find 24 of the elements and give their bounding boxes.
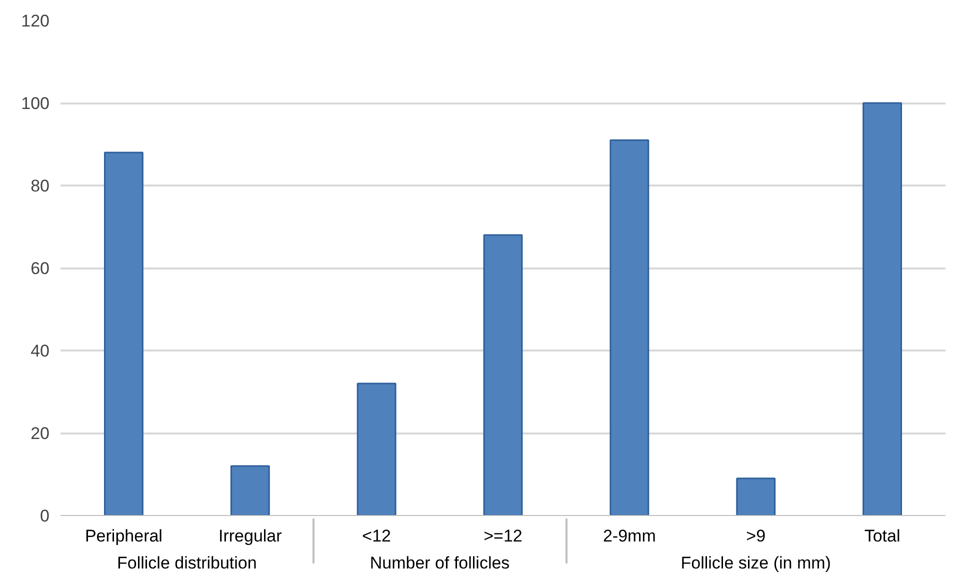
text: Follicle size (in mm) (680, 554, 831, 572)
y-tick-label: 60 (30, 259, 50, 278)
bar (862, 102, 902, 516)
y-tick-label: 0 (40, 506, 50, 526)
x-tick-label: 2-9mm (602, 526, 656, 546)
x-tick-label: Total (864, 526, 900, 546)
x-tick-label: >9 (746, 526, 766, 546)
x-tick-label: Irregular (218, 526, 282, 546)
x-tick-label: Peripheral (84, 526, 162, 546)
bar (483, 234, 523, 516)
text: Number of follicles (370, 554, 510, 572)
bar (610, 139, 650, 516)
y-tick-label: 120 (21, 12, 50, 30)
y-tick-label: 20 (30, 424, 50, 443)
y-tick-label: 40 (30, 342, 50, 360)
y-tick-label: 80 (30, 176, 50, 196)
text: Follicle distribution (117, 554, 257, 572)
x-tick-label: >=12 (484, 526, 522, 546)
bar (356, 382, 396, 516)
bar (230, 465, 270, 516)
bar (736, 478, 776, 516)
y-tick-label: 100 (21, 94, 50, 113)
bar (104, 152, 144, 516)
x-tick-label: <12 (362, 526, 391, 546)
